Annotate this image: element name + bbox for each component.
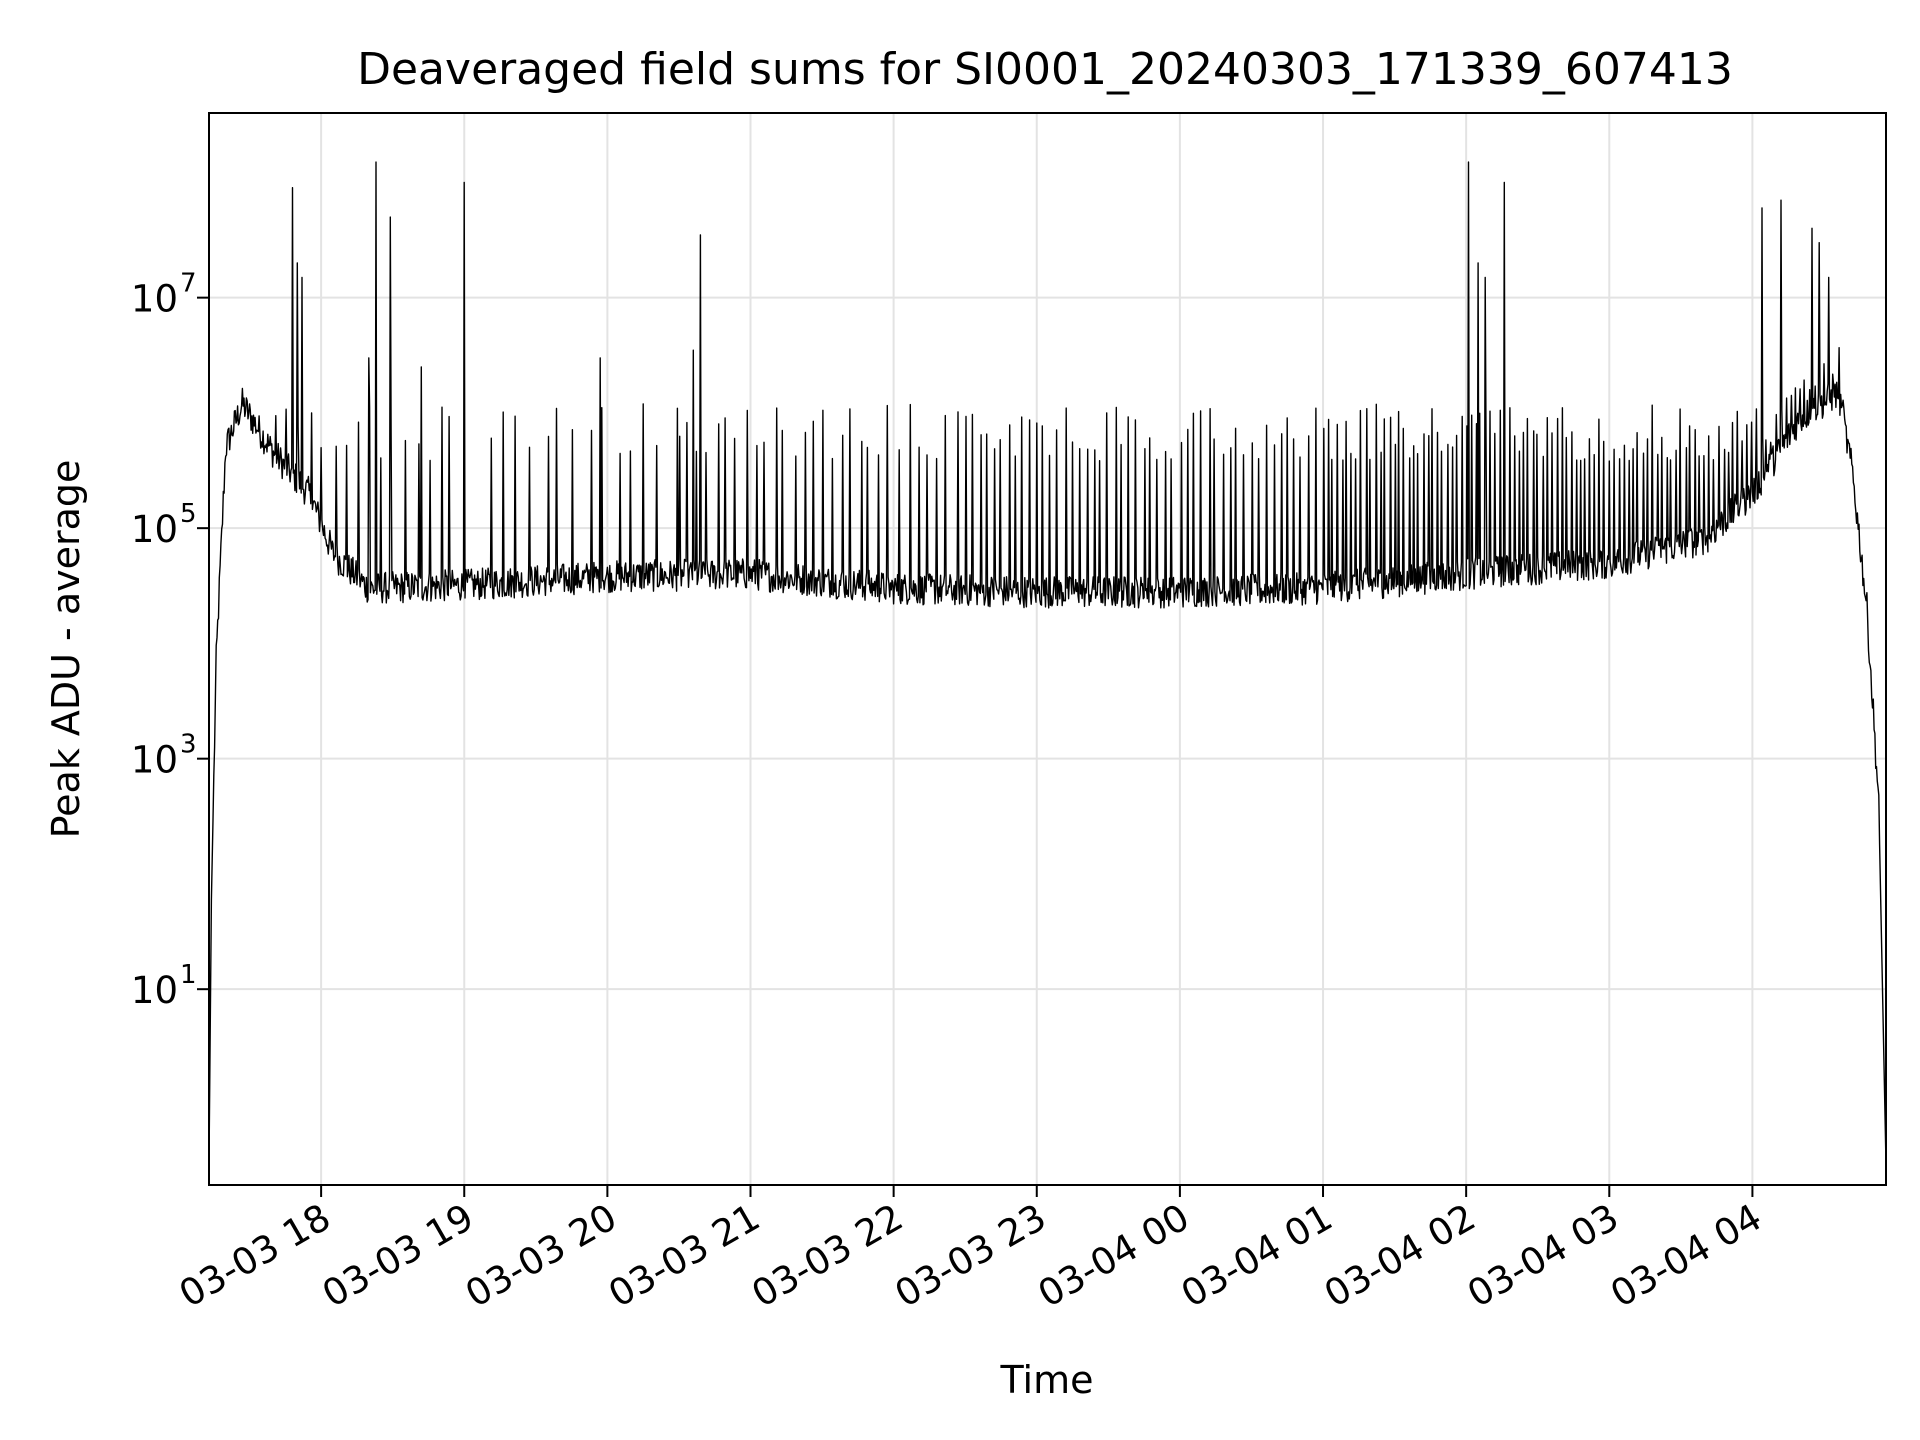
plot-frame bbox=[208, 112, 1887, 1186]
x-tick-label: 03-04 01 bbox=[1174, 1196, 1340, 1316]
series-line bbox=[208, 161, 1887, 1165]
x-tick-label: 03-03 20 bbox=[458, 1196, 624, 1316]
x-tick-label: 03-03 22 bbox=[745, 1196, 911, 1316]
y-tick-exponent: 3 bbox=[180, 730, 197, 760]
y-tick-base: 10 bbox=[131, 278, 178, 321]
y-tick-label: 10 1 bbox=[131, 960, 197, 1012]
x-tick-label: 03-03 21 bbox=[601, 1196, 767, 1316]
y-tick-exponent: 7 bbox=[180, 269, 197, 299]
x-tick-label: 03-04 04 bbox=[1603, 1196, 1769, 1316]
x-tick-label: 03-03 19 bbox=[315, 1196, 481, 1316]
x-tick-label: 03-04 03 bbox=[1460, 1196, 1626, 1316]
y-tick-exponent: 5 bbox=[180, 499, 197, 529]
x-axis-label: Time bbox=[1000, 1358, 1094, 1402]
x-tick-label: 03-04 02 bbox=[1317, 1196, 1483, 1316]
y-tick-label: 10 5 bbox=[131, 499, 197, 551]
chart-title: Deaveraged field sums for SI0001_2024030… bbox=[357, 44, 1733, 95]
y-tick-base: 10 bbox=[131, 508, 178, 551]
grid bbox=[209, 113, 1886, 1185]
x-tick-label: 03-03 23 bbox=[888, 1196, 1054, 1316]
y-tick-exponent: 1 bbox=[180, 960, 197, 990]
y-axis-label: Peak ADU - average bbox=[44, 460, 88, 839]
y-tick-label: 10 3 bbox=[131, 730, 197, 782]
series-line-group bbox=[208, 161, 1887, 1165]
x-tick-label: 03-04 00 bbox=[1031, 1196, 1197, 1316]
y-tick-label: 10 7 bbox=[131, 269, 197, 321]
y-tick-base: 10 bbox=[131, 969, 178, 1012]
y-tick-base: 10 bbox=[131, 739, 178, 782]
x-tick-label: 03-03 18 bbox=[172, 1196, 338, 1316]
